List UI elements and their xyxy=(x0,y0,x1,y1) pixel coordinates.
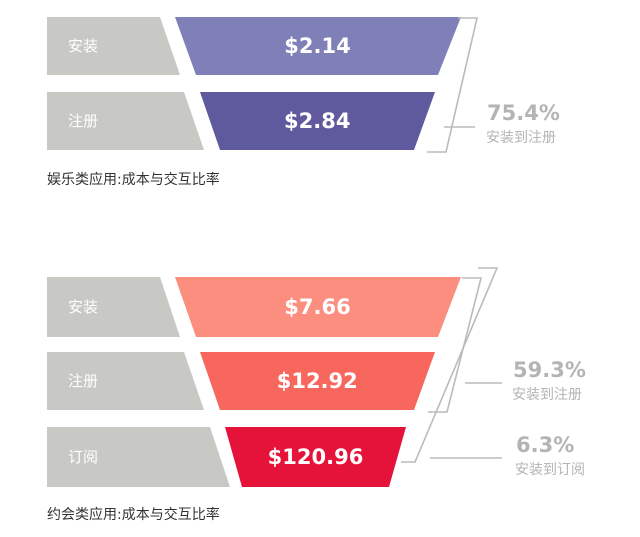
stage-value-label: $2.84 xyxy=(284,109,350,133)
funnel-bar xyxy=(175,17,461,75)
stage-label: 注册 xyxy=(68,112,98,130)
conversion-percent: 75.4% xyxy=(487,101,560,125)
stage-label-box xyxy=(47,277,180,337)
stage-value-label: $7.66 xyxy=(284,295,350,319)
stage-label-box xyxy=(47,92,204,150)
conversion-percent: 6.3% xyxy=(516,433,574,457)
stage-label: 安装 xyxy=(68,37,98,55)
stage-label-box xyxy=(47,427,230,487)
chart-caption-dating: 约会类应用:成本与交互比率 xyxy=(47,507,220,523)
stage-value-label: $2.14 xyxy=(284,34,350,58)
stage-label: 订阅 xyxy=(68,448,98,466)
conversion-label: 安装到订阅 xyxy=(515,462,585,478)
stage-label-box xyxy=(47,17,180,75)
stage-value-label: $12.92 xyxy=(277,369,358,393)
chart-caption-entertainment: 娱乐类应用:成本与交互比率 xyxy=(47,172,220,188)
conversion-bracket xyxy=(401,267,499,463)
stage-value-label: $120.96 xyxy=(268,445,364,469)
funnel-bar xyxy=(200,92,435,150)
conversion-bracket xyxy=(427,17,479,153)
stage-label-box xyxy=(47,352,204,410)
stage-label: 安装 xyxy=(68,298,98,316)
stage-label: 注册 xyxy=(68,372,98,390)
conversion-label: 安装到注册 xyxy=(512,387,582,403)
funnel-bar xyxy=(200,352,435,410)
conversion-label: 安装到注册 xyxy=(486,130,556,146)
funnel-bar xyxy=(175,277,461,337)
funnel-bar xyxy=(225,427,406,487)
conversion-percent: 59.3% xyxy=(513,358,586,382)
